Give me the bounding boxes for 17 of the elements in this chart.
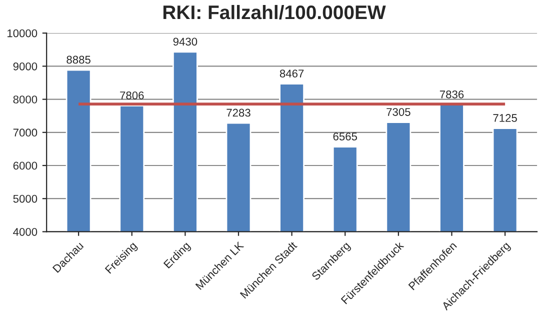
y-tick-label: 8000 (13, 96, 38, 104)
chart-title: RKI: Fallzahl/100.000EW (163, 4, 386, 20)
y-tick-label: 7000 (13, 128, 38, 137)
data-label: 6565 (333, 132, 358, 140)
data-label: 9430 (173, 38, 198, 46)
y-tick-label: 4000 (13, 228, 38, 236)
data-label: 8885 (66, 56, 90, 64)
data-label: 7305 (386, 108, 410, 116)
data-label: 7283 (226, 108, 250, 117)
y-tick-label: 10000 (8, 29, 38, 38)
y-tick-label: 6000 (13, 162, 38, 170)
data-label: 8467 (280, 70, 304, 78)
data-label: 7125 (493, 114, 517, 122)
data-label: 7806 (120, 91, 144, 100)
data-label: 7836 (440, 90, 464, 98)
y-tick-label: 9000 (13, 62, 38, 70)
y-tick-label: 5000 (13, 194, 38, 203)
